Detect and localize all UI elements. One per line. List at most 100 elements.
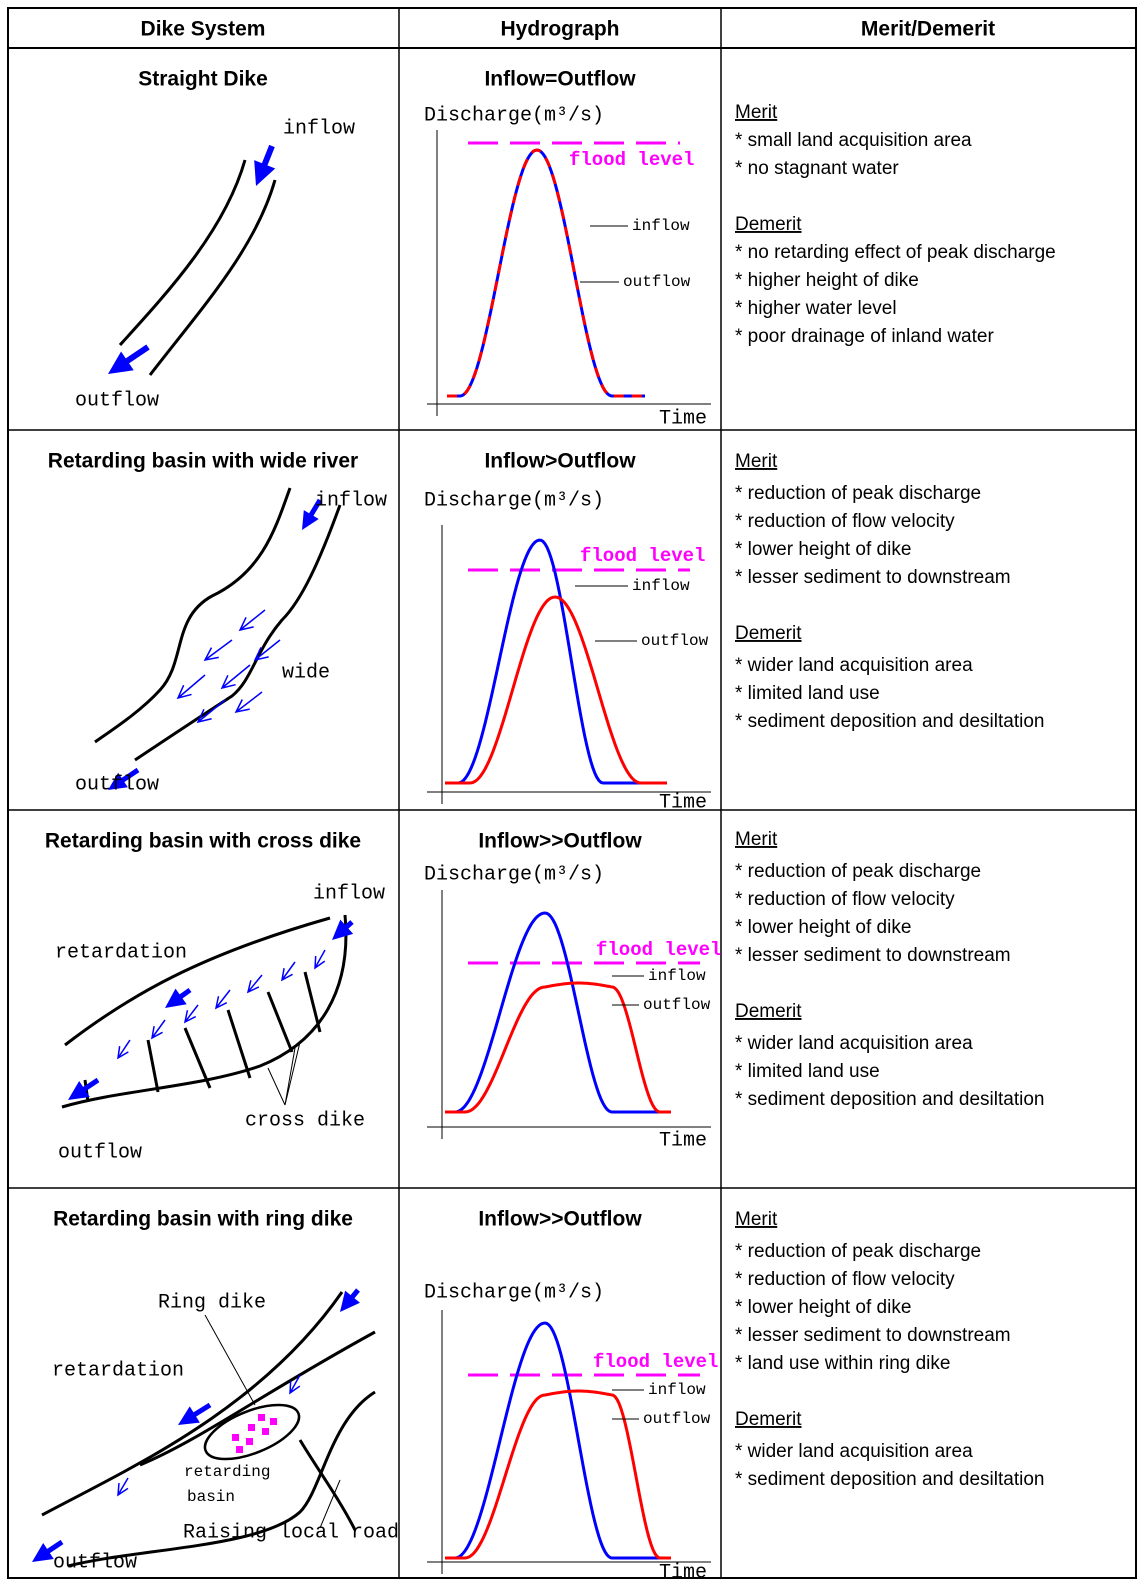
flow-arrow — [205, 640, 232, 660]
outflow-label: outflow — [643, 1410, 711, 1428]
sketch-label: retardation — [55, 941, 187, 964]
dike-system-title: Straight Dike — [138, 68, 268, 91]
flood-label: flood level — [580, 545, 705, 567]
merit-item: * reduction of peak discharge — [735, 861, 981, 882]
hydrograph-title: Inflow>>Outflow — [478, 830, 642, 853]
x-axis-label: Time — [659, 1561, 707, 1582]
outflow-label: outflow — [643, 996, 711, 1014]
demerit-heading: Demerit — [735, 1409, 802, 1430]
sketch-label: basin — [187, 1488, 235, 1506]
flow-arrow — [152, 1020, 165, 1038]
sketch-label: outflow — [75, 389, 159, 412]
sketch-label: inflow — [313, 882, 385, 905]
sketch-label: wide — [282, 661, 330, 684]
inflow-label: inflow — [648, 967, 706, 985]
flow-arrow — [185, 1005, 198, 1022]
outflow-curve — [445, 1391, 671, 1558]
dike-line — [42, 1292, 342, 1515]
demerit-item: * wider land acquisition area — [735, 1033, 973, 1054]
dike-line — [150, 180, 275, 375]
x-axis-label: Time — [659, 791, 707, 814]
column-header: Merit/Demerit — [861, 18, 995, 41]
flow-arrow — [248, 975, 262, 992]
sketch-label: outflow — [53, 1551, 137, 1574]
dike-line — [300, 1440, 355, 1530]
merit-heading: Merit — [735, 829, 778, 850]
flood-label: flood level — [569, 149, 694, 171]
y-axis-label: Discharge(m³/s) — [424, 1281, 604, 1304]
y-axis-label: Discharge(m³/s) — [424, 104, 604, 127]
house — [232, 1434, 239, 1441]
sketch-label: Ring dike — [158, 1291, 266, 1314]
merit-item: * lesser sediment to downstream — [735, 1325, 1011, 1346]
x-axis-label: Time — [659, 407, 707, 430]
sketch-label: retardation — [52, 1359, 184, 1382]
flow-arrow — [198, 700, 225, 722]
merit-item: * reduction of flow velocity — [735, 511, 955, 532]
dike-system-title: Retarding basin with wide river — [48, 450, 358, 473]
demerit-item: * higher water level — [735, 298, 897, 319]
dike-line — [95, 488, 290, 742]
dike-system-title: Retarding basin with ring dike — [53, 1208, 353, 1231]
merit-item: * lesser sediment to downstream — [735, 945, 1011, 966]
inflow-label: inflow — [632, 577, 690, 595]
outflow-curve — [447, 150, 645, 396]
sketch-label: cross dike — [245, 1109, 365, 1132]
flow-arrow-head — [165, 989, 187, 1008]
merit-item: * reduction of flow velocity — [735, 889, 955, 910]
flow-arrow — [193, 1405, 210, 1416]
house — [270, 1418, 277, 1425]
house — [246, 1438, 253, 1445]
flow-arrow — [222, 665, 250, 688]
demerit-heading: Demerit — [735, 1001, 802, 1022]
demerit-item: * limited land use — [735, 1061, 880, 1082]
x-axis-label: Time — [659, 1129, 707, 1152]
sketch-label: outflow — [58, 1141, 142, 1164]
cross-dike — [305, 972, 320, 1032]
cross-dike — [185, 1028, 210, 1088]
merit-item: * land use within ring dike — [735, 1353, 950, 1374]
merit-item: * reduction of peak discharge — [735, 483, 981, 504]
outflow-curve — [445, 983, 671, 1112]
cross-dike — [268, 992, 292, 1052]
flow-arrow — [282, 962, 295, 980]
sketch-label: inflow — [315, 489, 387, 512]
inflow-curve — [447, 150, 645, 396]
demerit-item: * wider land acquisition area — [735, 655, 973, 676]
column-header: Dike System — [141, 18, 266, 41]
demerit-item: * no retarding effect of peak discharge — [735, 242, 1056, 263]
flow-arrow — [240, 610, 265, 630]
dike-line — [140, 1332, 375, 1465]
hydrograph-title: Inflow=Outflow — [484, 68, 636, 91]
demerit-heading: Demerit — [735, 623, 802, 644]
cross-dike — [148, 1040, 158, 1092]
house — [262, 1428, 269, 1435]
sketch-label: Raising local road — [183, 1521, 399, 1544]
page: Dike System Hydrograph Merit/Demerit Str… — [0, 0, 1142, 1582]
flow-arrow — [236, 692, 262, 712]
merit-item: * lower height of dike — [735, 539, 911, 560]
house — [248, 1424, 255, 1431]
demerit-item: * sediment deposition and desiltation — [735, 1469, 1044, 1490]
demerit-heading: Demerit — [735, 214, 802, 235]
flood-label: flood level — [596, 939, 721, 961]
demerit-item: * wider land acquisition area — [735, 1441, 973, 1462]
dike-line — [135, 505, 340, 760]
merit-item: * lesser sediment to downstream — [735, 567, 1011, 588]
merit-heading: Merit — [735, 451, 778, 472]
flow-arrow — [315, 950, 325, 968]
column-header: Hydrograph — [500, 18, 619, 41]
y-axis-label: Discharge(m³/s) — [424, 863, 604, 886]
merit-item: * lower height of dike — [735, 1297, 911, 1318]
sketch-label: outflow — [75, 773, 159, 796]
dike-line — [120, 160, 245, 345]
cross-dike — [228, 1010, 250, 1078]
flow-arrow — [216, 990, 230, 1008]
merit-item: * no stagnant water — [735, 158, 899, 179]
hydrograph-title: Inflow>Outflow — [484, 450, 636, 473]
inflow-label: inflow — [648, 1381, 706, 1399]
sketch-label: inflow — [283, 117, 355, 140]
dike-line — [65, 918, 330, 1045]
merit-heading: Merit — [735, 1209, 778, 1230]
flow-arrow — [125, 347, 148, 362]
